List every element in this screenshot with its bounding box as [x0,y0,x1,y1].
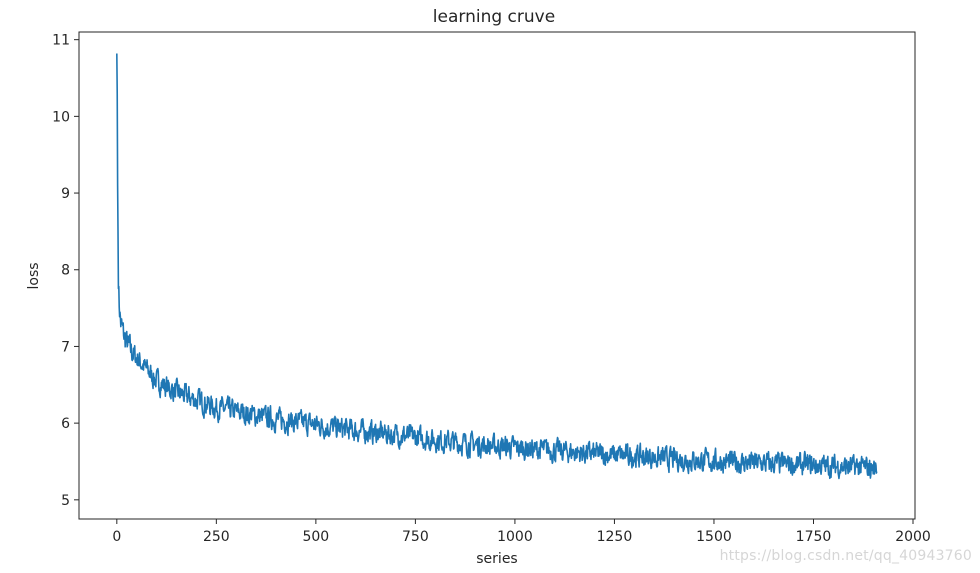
y-tick-label: 11 [52,33,70,49]
x-tick-label: 2000 [895,529,931,545]
chart-title: learning cruve [433,7,555,27]
x-axis-label: series [476,551,517,567]
x-axis-ticks: 0 250 500 750 1000 1250 1500 1750 2000 [112,519,931,545]
x-tick-label: 750 [402,529,429,545]
x-tick-label: 1750 [796,529,832,545]
x-tick-label: 500 [302,529,329,545]
x-tick-label: 1500 [696,529,732,545]
x-tick-label: 250 [203,529,230,545]
y-tick-label: 10 [52,109,70,125]
plot-area [116,53,878,480]
x-tick-label: 1250 [597,529,633,545]
y-axis-ticks: 5 6 7 8 9 10 11 [52,33,79,509]
y-tick-label: 7 [61,339,70,355]
x-tick-label: 1000 [497,529,533,545]
y-axis-label: loss [26,262,42,289]
watermark: https://blog.csdn.net/qq_40943760 [719,548,972,564]
x-tick-label: 0 [112,529,121,545]
axes-frame [78,31,916,520]
y-tick-label: 8 [61,263,70,279]
y-tick-label: 9 [61,186,70,202]
loss-series-line [116,53,878,480]
y-tick-label: 6 [61,416,70,432]
y-tick-label: 5 [61,493,70,509]
